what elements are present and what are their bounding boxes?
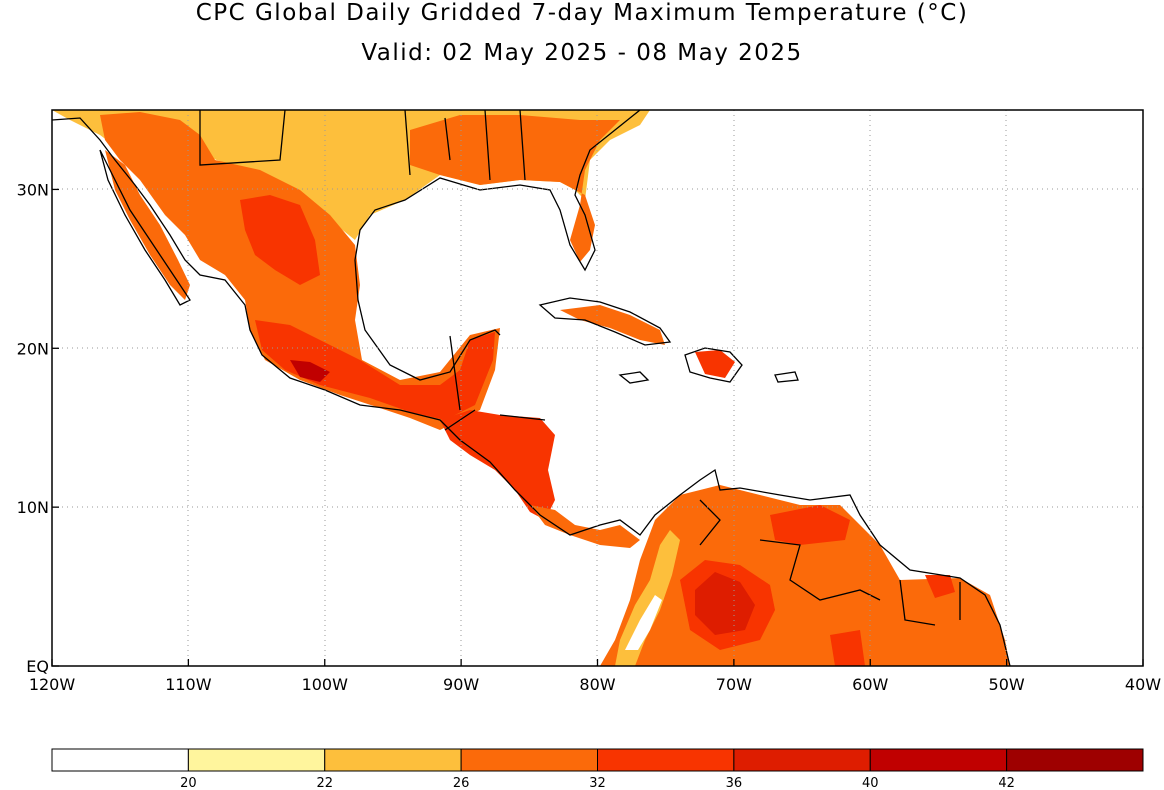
lon-tick-label: 60W [852,675,888,694]
colorbar-label: 42 [998,776,1015,790]
lat-tick-label: EQ [26,657,49,676]
colorbar-swatch [1006,748,1144,772]
region-venezuela-hot [770,505,850,545]
region-guerrero-max [290,360,330,382]
graticule [52,110,1143,666]
lon-tick-label: 90W [443,675,479,694]
lon-tick-label: 80W [579,675,615,694]
colorbar-swatch [597,748,735,772]
colorbar-label: 26 [453,776,470,790]
region-amazon-hot [830,630,865,666]
lat-tick-label: 20N [17,339,49,358]
map-subtitle: Valid: 02 May 2025 - 08 May 2025 [361,40,803,66]
lat-tick-label: 30N [17,180,49,199]
lat-tick-label: 10N [17,498,49,517]
coastlines [52,110,1011,666]
region-se-us-orange [410,115,620,262]
colorbar-swatch [869,748,1008,772]
colorbar-label: 20 [180,776,197,790]
colorbar-label: 32 [589,776,606,790]
region-central-america [440,410,555,520]
region-andes-cool [615,530,680,666]
region-mexico-hot [240,195,320,285]
colorbar-swatch [733,748,871,772]
region-guyana-hot [925,575,955,598]
lon-tick-label: 110W [165,675,212,694]
map-title: CPC Global Daily Gridded 7-day Maximum T… [195,0,969,26]
temperature-field [52,110,1010,666]
colorbar: 20 22 26 32 36 40 42 [51,748,1144,790]
lon-tick-label: 50W [989,675,1025,694]
region-cuba [560,305,665,345]
region-andes-white [625,595,662,650]
colorbar-label: 40 [862,776,879,790]
map-axes: 120W 110W 100W 90W 80W 70W 60W 50W 40W EQ 10N 20N 30… [17,180,1162,694]
region-baja [105,150,190,300]
region-central-mexico-hot [255,320,495,420]
region-panama [530,505,640,548]
colorbar-label: 22 [316,776,333,790]
lon-tick-label: 120W [29,675,76,694]
colorbar-swatch [324,748,462,772]
colorbar-swatch [187,748,326,772]
colorbar-swatch [460,748,598,772]
lon-tick-label: 100W [302,675,349,694]
lon-tick-label: 70W [716,675,752,694]
region-hispaniola [695,350,735,378]
colorbar-label: 36 [726,776,743,790]
colorbar-swatch [51,748,189,772]
region-llanos-max [695,572,755,635]
lon-tick-label: 40W [1125,675,1161,694]
